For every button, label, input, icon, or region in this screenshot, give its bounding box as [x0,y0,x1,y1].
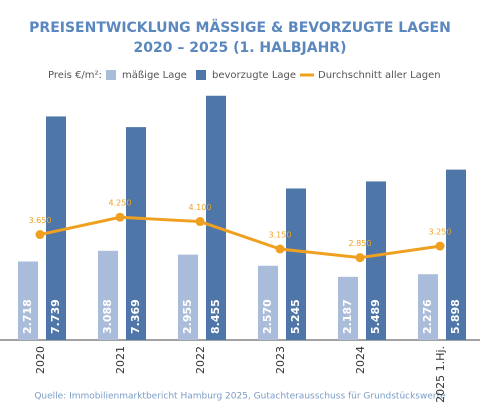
bar-value-label: 5.489 [369,299,382,334]
bar [418,274,438,340]
line [39,215,441,260]
bar-value-label: 5.898 [449,299,462,334]
chart-subtitle: 2020 – 2025 (1. HALBJAHR) [134,40,347,56]
bar [46,116,66,340]
bar [178,254,198,340]
x-tick-label: 2023 [274,346,287,374]
line-point [115,212,125,222]
x-tick-label: 2020 [34,346,47,374]
bar [286,188,306,340]
legend-swatch [106,70,116,80]
bar-value-label: 7.739 [49,299,62,334]
legend-swatch [196,70,206,80]
bar [18,261,38,340]
line-point [195,217,205,227]
legend-label: Durchschnitt aller Lagen [318,70,441,81]
x-tick-label: 2022 [194,346,207,374]
bar [338,276,358,340]
source: Quelle: Immobilienmarktbericht Hamburg 2… [34,392,446,402]
line-point [275,244,285,254]
bar-value-label: 2.570 [261,299,274,334]
bar-value-label: 8.455 [209,299,222,334]
bar [126,127,146,341]
bar-value-label: 7.369 [129,299,142,334]
bar [206,95,226,340]
line-point [35,230,45,240]
bar [446,169,466,340]
legend-title: Preis €/m²: [48,70,102,81]
x-tick-label: 2021 [114,346,127,374]
legend-label: bevorzugte Lage [212,70,296,81]
line-point [435,241,445,251]
line-value-label: 2.850 [349,239,372,248]
bar-value-label: 2.718 [21,299,34,334]
bar [98,250,118,340]
chart-title: PREISENTWICKLUNG MÄSSIGE & BEVORZUGTE LA… [29,19,451,36]
line-value-label: 3.150 [269,231,292,240]
legend-label: mäßige Lage [122,70,187,81]
bar-value-label: 3.088 [101,299,114,334]
bar-value-label: 5.245 [289,299,302,334]
line-value-label: 4.250 [109,199,132,208]
line-value-label: 3.250 [429,228,452,237]
line-value-label: 3.650 [29,216,52,225]
x-tick-label: 2024 [354,346,367,374]
bar-value-label: 2.187 [341,299,354,334]
bar [366,181,386,340]
line-value-label: 4.100 [189,203,212,212]
bar [258,265,278,340]
bar-value-label: 2.955 [181,299,194,334]
x-tick-label: 2025 1.Hj. [434,346,447,403]
line-point [355,253,365,263]
bar-value-label: 2.276 [421,299,434,334]
